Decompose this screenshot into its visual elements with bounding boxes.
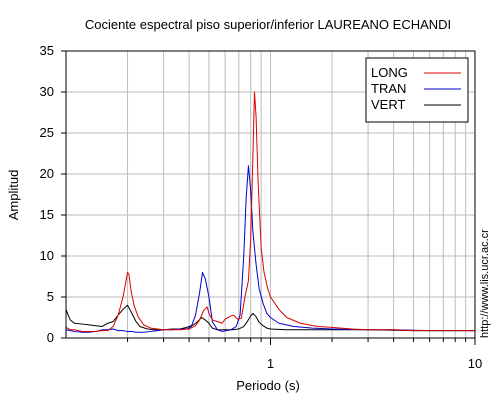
- legend-label-tran: TRAN: [371, 81, 406, 96]
- axis-ticks: 0 5 10 15 20 25 30 35 1 10: [40, 43, 483, 371]
- y-tick-label: 35: [40, 43, 54, 58]
- y-tick-label: 10: [40, 248, 54, 263]
- series-line-tran: [65, 165, 475, 333]
- y-tick-label: 15: [40, 207, 54, 222]
- credit-url: http://www.lis.ucr.ac.cr: [479, 229, 491, 338]
- y-tick-label: 5: [47, 289, 54, 304]
- x-tick-label: 1: [267, 356, 274, 371]
- legend-box: [365, 57, 469, 123]
- y-tick-label: 30: [40, 84, 54, 99]
- x-axis-label: Periodo (s): [236, 378, 300, 393]
- x-tick-label: 10: [468, 356, 482, 371]
- legend-label-vert: VERT: [371, 97, 405, 112]
- series-lines: [65, 91, 475, 333]
- series-line-long: [65, 91, 475, 332]
- legend-label-long: LONG: [371, 65, 408, 80]
- y-tick-label: 20: [40, 166, 54, 181]
- y-tick-label: 25: [40, 125, 54, 140]
- chart-title: Cociente espectral piso superior/inferio…: [85, 17, 451, 32]
- y-tick-label: 0: [47, 330, 54, 345]
- y-axis-label: Amplitud: [6, 170, 21, 221]
